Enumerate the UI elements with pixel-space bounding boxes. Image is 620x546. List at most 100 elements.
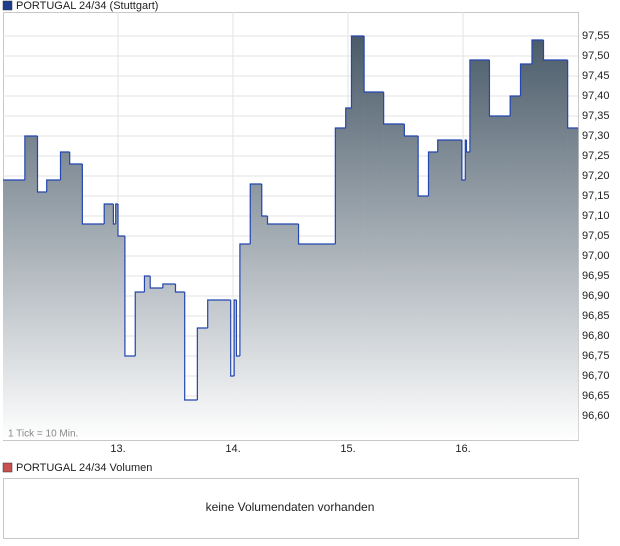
area-step (466, 152, 471, 440)
line-step (115, 203, 118, 224)
line-step (427, 151, 438, 196)
line-step (469, 59, 490, 152)
y-tick-label: 97,50 (582, 50, 610, 62)
y-tick-label: 97,40 (582, 90, 610, 102)
y-tick-label: 97,05 (582, 230, 610, 242)
y-tick-label: 96,65 (582, 390, 610, 402)
area-step (383, 124, 405, 440)
area-step (230, 376, 235, 440)
y-tick-label: 96,75 (582, 350, 610, 362)
line-step (519, 63, 532, 96)
area-step (69, 164, 83, 440)
line-step (239, 243, 251, 356)
area-step (469, 60, 490, 440)
area-step (418, 196, 429, 440)
area-step (520, 64, 533, 440)
line-step (207, 299, 231, 328)
area-group (3, 36, 579, 440)
line-step (233, 299, 237, 376)
area-step (298, 244, 336, 440)
area-step (37, 192, 47, 440)
x-tick-label: 15. (340, 443, 355, 455)
area-step (175, 292, 185, 440)
y-tick-label: 97,10 (582, 210, 610, 222)
area-step (250, 184, 263, 440)
line-step (162, 283, 176, 288)
line-step (196, 327, 208, 400)
line-step (266, 216, 299, 225)
x-tick-label: 16. (455, 443, 470, 455)
line-step (437, 139, 462, 152)
y-tick-label: 96,60 (582, 410, 610, 422)
area-step (351, 36, 365, 440)
area-step (234, 300, 237, 440)
legend-swatch (2, 0, 13, 11)
area-step (24, 136, 38, 440)
area-step (113, 224, 116, 440)
area-step (3, 180, 26, 440)
y-tick-label: 96,90 (582, 290, 610, 302)
line-step (174, 284, 185, 293)
legend-label: PORTUGAL 24/34 (Stuttgart) (16, 0, 158, 12)
y-tick-label: 97,20 (582, 170, 610, 182)
area-step (461, 180, 466, 440)
area-step (428, 152, 438, 440)
area-step (437, 140, 463, 440)
x-tick-label: 14. (225, 443, 240, 455)
line-step (149, 276, 163, 289)
volume-title: PORTUGAL 24/34 Volumen (16, 462, 152, 474)
line-step (81, 164, 105, 225)
area-step (532, 40, 544, 440)
line-step (383, 92, 405, 125)
line-step (143, 275, 151, 292)
area-step (82, 224, 105, 440)
line-step (363, 36, 384, 93)
line-step (531, 39, 544, 64)
y-tick-label: 96,70 (582, 370, 610, 382)
area-step (118, 236, 126, 440)
tick-note: 1 Tick = 10 Min. (8, 429, 78, 440)
area-step (567, 128, 579, 440)
line-step (184, 292, 198, 401)
line-step (403, 124, 419, 137)
line-step (36, 136, 47, 193)
area-step (184, 400, 198, 440)
y-tick-label: 96,85 (582, 310, 610, 322)
y-tick-label: 96,80 (582, 330, 610, 342)
line-step (235, 300, 240, 357)
line-step (465, 140, 470, 153)
area-step (144, 276, 151, 440)
volume-frame (3, 478, 579, 539)
line-step (345, 107, 352, 128)
line-step (124, 236, 136, 357)
area-step (124, 356, 136, 440)
area-step (335, 128, 346, 440)
y-tick-label: 97,00 (582, 250, 610, 262)
y-tick-label: 96,95 (582, 270, 610, 282)
area-step (489, 116, 511, 440)
line-step (230, 300, 235, 377)
y-tick-label: 97,35 (582, 110, 610, 122)
line-step (542, 40, 568, 61)
line-step (103, 203, 114, 224)
area-step (364, 92, 384, 440)
area-step (261, 216, 268, 440)
area-step (543, 60, 568, 440)
line-step (46, 179, 61, 192)
area-step (236, 356, 241, 440)
line-step (417, 136, 429, 197)
legend-swatch (2, 462, 13, 473)
area-step (239, 244, 251, 440)
line-step (350, 35, 365, 108)
area-step (267, 224, 299, 440)
line-step (117, 204, 125, 237)
line-step (461, 140, 466, 181)
line-step (297, 224, 336, 245)
area-step (207, 300, 231, 440)
area-step (404, 136, 419, 440)
area-step (465, 140, 467, 440)
line-group (3, 35, 578, 401)
y-tick-label: 97,45 (582, 70, 610, 82)
line-step (59, 151, 70, 180)
